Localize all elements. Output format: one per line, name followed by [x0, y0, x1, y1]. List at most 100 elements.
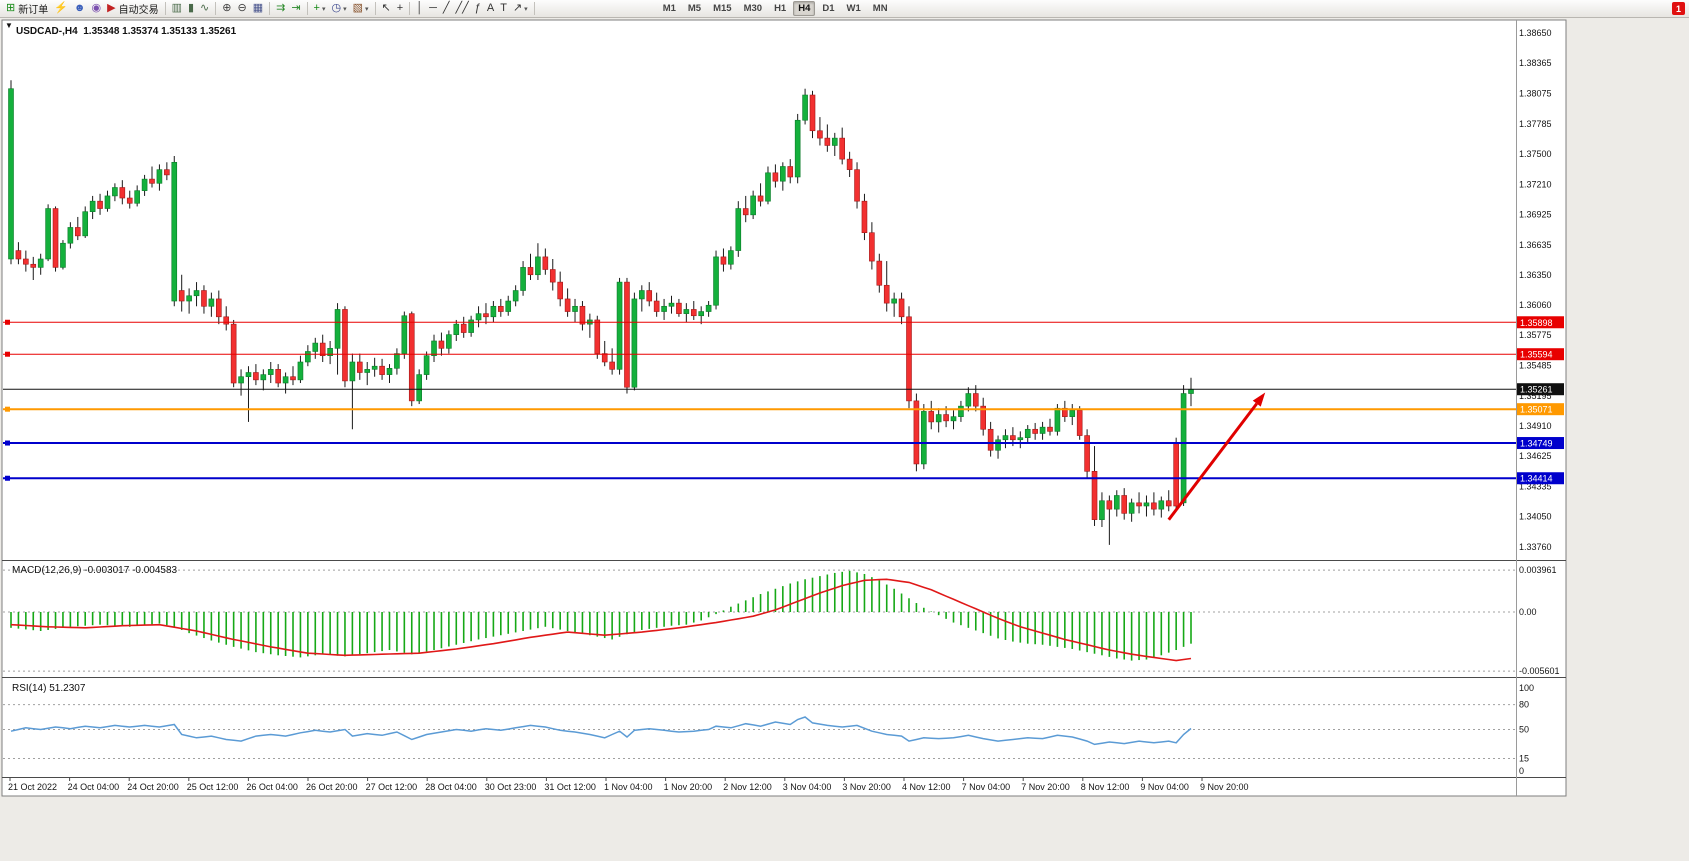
svg-text:28 Oct 04:00: 28 Oct 04:00	[425, 782, 477, 792]
text-button[interactable]: A	[484, 1, 497, 17]
svg-text:31 Oct 12:00: 31 Oct 12:00	[544, 782, 596, 792]
candlestick-series	[8, 80, 1194, 545]
trendline-button[interactable]: ╱	[440, 1, 453, 17]
chevron-down-icon[interactable]: ▾	[321, 5, 326, 13]
fibonacci-button[interactable]: ƒ	[472, 1, 484, 17]
timeframe-m15[interactable]: M15	[713, 3, 732, 14]
svg-text:30 Oct 23:00: 30 Oct 23:00	[485, 782, 537, 792]
line-handle[interactable]	[5, 475, 10, 481]
svg-text:1.37785: 1.37785	[1519, 119, 1552, 129]
arrows-icon: ↗	[512, 2, 523, 14]
chevron-down-icon[interactable]: ▾	[524, 5, 528, 13]
new-order-button[interactable]: ⊞ 新订单	[3, 1, 51, 17]
price-axis[interactable]: 1.38650 1.38365 1.38075 1.37785 1.37500 1.372…	[1517, 28, 1564, 552]
cursor-icon: ↖	[381, 2, 391, 14]
timeframe-m5[interactable]: M5	[687, 3, 702, 14]
svg-text:0.003961: 0.003961	[1519, 565, 1557, 575]
svg-text:0.00: 0.00	[1519, 607, 1537, 617]
timeframe-d1[interactable]: D1	[822, 3, 835, 14]
main-toolbar: ⊞ 新订单 ⚡ ☻ ◉ ▶ 自动交易 ▥ ▮ ∿ ⊕ ⊖ ▦ ⇉ ⇥ + ▾ ◷ ▾ ▧ ▾ ↖ + │ ─ ╱ ╱╱ ƒ A T ↗ ▾ M1…	[0, 0, 1689, 18]
svg-text:-0.005601: -0.005601	[1519, 666, 1560, 676]
toolbar-separator	[269, 2, 271, 15]
vertical-line-button[interactable]: │	[413, 1, 426, 17]
autotrading-button[interactable]: ▶ 自动交易	[104, 1, 161, 17]
line-handle[interactable]	[5, 406, 10, 412]
svg-text:1.38650: 1.38650	[1519, 28, 1552, 38]
chevron-down-icon[interactable]: ▾	[343, 5, 347, 13]
text-label-button[interactable]: T	[497, 1, 510, 17]
cursor-button[interactable]: ↖	[379, 1, 394, 17]
bar-chart-button[interactable]: ▥	[169, 1, 185, 17]
zoom-in-button[interactable]: ⊕	[219, 1, 234, 17]
line-handle[interactable]	[5, 319, 10, 325]
zoom-out-icon: ⊖	[237, 2, 247, 14]
svg-text:2 Nov 12:00: 2 Nov 12:00	[723, 782, 772, 792]
svg-text:1.35195: 1.35195	[1519, 391, 1552, 401]
templates-button[interactable]: ▧ ▾	[350, 1, 372, 17]
line-handle[interactable]	[5, 440, 10, 446]
timeframe-w1[interactable]: W1	[846, 3, 861, 14]
notification-icon[interactable]: 1	[1672, 2, 1685, 15]
svg-text:1.37500: 1.37500	[1519, 149, 1552, 159]
toolbar-separator	[409, 2, 411, 15]
timeframe-h4[interactable]: H4	[793, 1, 816, 16]
svg-text:1.35898: 1.35898	[1520, 318, 1553, 328]
indicators-icon: +	[313, 2, 320, 14]
periods-button[interactable]: ◷ ▾	[329, 1, 350, 17]
data-window-button[interactable]: ◉	[89, 1, 105, 17]
line-chart-button[interactable]: ∿	[197, 1, 212, 17]
toolbar-separator	[215, 2, 217, 15]
chart-shift-button[interactable]: ⇥	[288, 1, 303, 17]
rsi-panel: 100 80 50 15 0	[3, 683, 1534, 776]
symbol-dropdown-icon[interactable]: ▼	[5, 21, 13, 30]
market-watch-button[interactable]: ☻	[71, 1, 89, 17]
tile-windows-button[interactable]: ▦	[250, 1, 266, 17]
timeframe-m30[interactable]: M30	[743, 3, 763, 14]
crosshair-icon: +	[396, 2, 404, 14]
svg-text:21 Oct 2022: 21 Oct 2022	[8, 782, 57, 792]
svg-text:1.34910: 1.34910	[1519, 421, 1552, 431]
channel-button[interactable]: ╱╱	[453, 1, 472, 17]
svg-text:1.37210: 1.37210	[1519, 179, 1552, 189]
timeframe-m1[interactable]: M1	[662, 3, 676, 14]
svg-text:1 Nov 04:00: 1 Nov 04:00	[604, 782, 653, 792]
indicators-button[interactable]: + ▾	[311, 1, 329, 17]
candlestick-chart-button[interactable]: ▮	[185, 1, 197, 17]
svg-text:0: 0	[1519, 766, 1524, 776]
svg-text:26 Oct 20:00: 26 Oct 20:00	[306, 782, 358, 792]
metaeditor-button[interactable]: ⚡	[51, 1, 71, 17]
crosshair-button[interactable]: +	[394, 1, 406, 17]
svg-text:1.34749: 1.34749	[1520, 439, 1553, 449]
auto-scroll-button[interactable]: ⇉	[273, 1, 288, 17]
time-axis[interactable]: 21 Oct 2022 24 Oct 04:00 24 Oct 20:00 25 Oc…	[8, 777, 1249, 793]
fibonacci-icon: ƒ	[474, 2, 481, 14]
svg-text:1.35594: 1.35594	[1520, 350, 1553, 360]
svg-text:7 Nov 04:00: 7 Nov 04:00	[962, 782, 1011, 792]
svg-text:1.34414: 1.34414	[1520, 474, 1553, 484]
svg-text:1.36060: 1.36060	[1519, 300, 1552, 310]
toolbar-separator	[374, 2, 376, 15]
arrows-button[interactable]: ↗ ▾	[510, 1, 531, 17]
horizontal-lines[interactable]	[3, 319, 1516, 481]
line-handle[interactable]	[5, 351, 10, 357]
chevron-down-icon[interactable]: ▾	[365, 5, 369, 13]
text-icon: A	[486, 2, 495, 14]
macd-indicator-label: MACD(12,26,9) -0.003017 -0.004583	[12, 565, 178, 576]
toolbar-separator	[164, 2, 166, 15]
horizontal-line-button[interactable]: ─	[426, 1, 440, 17]
timeframe-h1[interactable]: H1	[774, 3, 787, 14]
timeframe-mn[interactable]: MN	[872, 3, 888, 14]
svg-text:24 Oct 04:00: 24 Oct 04:00	[68, 782, 120, 792]
zoom-out-button[interactable]: ⊖	[234, 1, 249, 17]
svg-text:3 Nov 20:00: 3 Nov 20:00	[842, 782, 891, 792]
svg-text:1.35485: 1.35485	[1519, 361, 1552, 371]
trend-arrow-annotation[interactable]	[1167, 392, 1266, 521]
periods-icon: ◷	[331, 2, 342, 14]
macd-panel: 0.003961 0.00 -0.005601	[3, 565, 1560, 676]
svg-text:7 Nov 20:00: 7 Nov 20:00	[1021, 782, 1070, 792]
vertical-line-icon: │	[416, 2, 424, 14]
svg-text:1.33760: 1.33760	[1519, 542, 1552, 552]
svg-text:9 Nov 04:00: 9 Nov 04:00	[1140, 782, 1189, 792]
panel-separators	[2, 20, 1566, 796]
